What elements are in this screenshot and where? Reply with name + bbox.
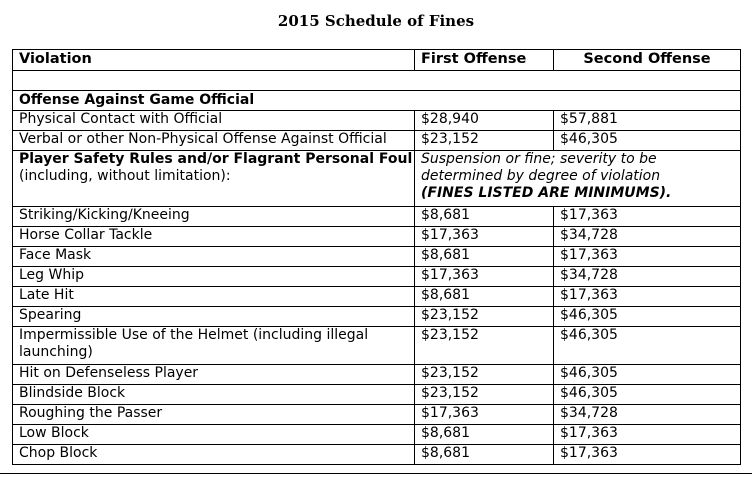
section-safety-label-bold: Player Safety Rules and/or Flagrant Pers…: [19, 151, 413, 168]
first-offense-cell: $8,681: [414, 286, 554, 307]
first-offense-cell: $8,681: [414, 424, 554, 445]
page-bottom-rule: [0, 473, 752, 474]
first-offense-cell: $17,363: [414, 266, 554, 287]
first-offense-cell: $17,363: [414, 226, 554, 247]
header-row: Violation First Offense Second Offense: [12, 49, 741, 71]
violation-cell: Striking/Kicking/Kneeing: [12, 206, 415, 227]
violation-cell: Chop Block: [12, 444, 415, 465]
spacer-row: [12, 70, 741, 91]
violation-cell: Low Block: [12, 424, 415, 445]
document-title: 2015 Schedule of Fines: [277, 12, 475, 30]
table-row: Spearing $23,152 $46,305: [12, 306, 741, 327]
table-row: Hit on Defenseless Player $23,152 $46,30…: [12, 364, 741, 385]
violation-cell: Horse Collar Tackle: [12, 226, 415, 247]
section-safety-note-italic: Suspension or fine; severity to be deter…: [421, 151, 661, 185]
table-row: Verbal or other Non-Physical Offense Aga…: [12, 130, 741, 151]
violation-cell: Face Mask: [12, 246, 415, 267]
section-safety-label-rest: (including, without limitation):: [19, 168, 231, 184]
section-safety-note: Suspension or fine; severity to be deter…: [414, 150, 741, 207]
second-offense-cell: $57,881: [553, 110, 741, 131]
violation-cell: Impermissible Use of the Helmet (includi…: [12, 326, 415, 365]
section-official-row: Offense Against Game Official: [12, 90, 741, 111]
second-offense-cell: $34,728: [553, 266, 741, 287]
table-row: Leg Whip $17,363 $34,728: [12, 266, 741, 287]
violation-cell: Verbal or other Non-Physical Offense Aga…: [12, 130, 415, 151]
second-offense-cell: $46,305: [553, 364, 741, 385]
first-offense-cell: $23,152: [414, 306, 554, 327]
first-offense-cell: $8,681: [414, 246, 554, 267]
header-first-offense: First Offense: [414, 49, 554, 71]
table-row: Chop Block $8,681 $17,363: [12, 444, 741, 465]
second-offense-cell: $46,305: [553, 306, 741, 327]
violation-cell: Physical Contact with Official: [12, 110, 415, 131]
table-row: Physical Contact with Official $28,940 $…: [12, 110, 741, 131]
second-offense-cell: $17,363: [553, 246, 741, 267]
first-offense-cell: $8,681: [414, 444, 554, 465]
violation-cell: Hit on Defenseless Player: [12, 364, 415, 385]
header-second-offense: Second Offense: [553, 49, 741, 71]
second-offense-cell: $46,305: [553, 326, 741, 365]
violation-cell: Leg Whip: [12, 266, 415, 287]
first-offense-cell: $8,681: [414, 206, 554, 227]
section-official-label: Offense Against Game Official: [12, 90, 741, 111]
table-row: Face Mask $8,681 $17,363: [12, 246, 741, 267]
header-violation: Violation: [12, 49, 415, 71]
fines-table: Violation First Offense Second Offense O…: [12, 49, 741, 465]
table-row: Roughing the Passer $17,363 $34,728: [12, 404, 741, 425]
first-offense-cell: $23,152: [414, 384, 554, 405]
table-row: Blindside Block $23,152 $46,305: [12, 384, 741, 405]
violation-cell: Blindside Block: [12, 384, 415, 405]
table-row: Impermissible Use of the Helmet (includi…: [12, 326, 741, 365]
table-row: Horse Collar Tackle $17,363 $34,728: [12, 226, 741, 247]
second-offense-cell: $17,363: [553, 206, 741, 227]
first-offense-cell: $23,152: [414, 364, 554, 385]
second-offense-cell: $17,363: [553, 286, 741, 307]
violation-cell: Roughing the Passer: [12, 404, 415, 425]
table-row: Late Hit $8,681 $17,363: [12, 286, 741, 307]
first-offense-cell: $17,363: [414, 404, 554, 425]
second-offense-cell: $34,728: [553, 404, 741, 425]
second-offense-cell: $46,305: [553, 130, 741, 151]
second-offense-cell: $17,363: [553, 444, 741, 465]
first-offense-cell: $23,152: [414, 326, 554, 365]
section-safety-note-bold: (FINES LISTED ARE MINIMUMS).: [421, 185, 672, 201]
first-offense-cell: $23,152: [414, 130, 554, 151]
table-row: Low Block $8,681 $17,363: [12, 424, 741, 445]
second-offense-cell: $46,305: [553, 384, 741, 405]
second-offense-cell: $17,363: [553, 424, 741, 445]
violation-cell: Spearing: [12, 306, 415, 327]
table-row: Striking/Kicking/Kneeing $8,681 $17,363: [12, 206, 741, 227]
violation-cell: Late Hit: [12, 286, 415, 307]
first-offense-cell: $28,940: [414, 110, 554, 131]
section-safety-row: Player Safety Rules and/or Flagrant Pers…: [12, 150, 741, 207]
section-safety-label: Player Safety Rules and/or Flagrant Pers…: [12, 150, 415, 207]
second-offense-cell: $34,728: [553, 226, 741, 247]
